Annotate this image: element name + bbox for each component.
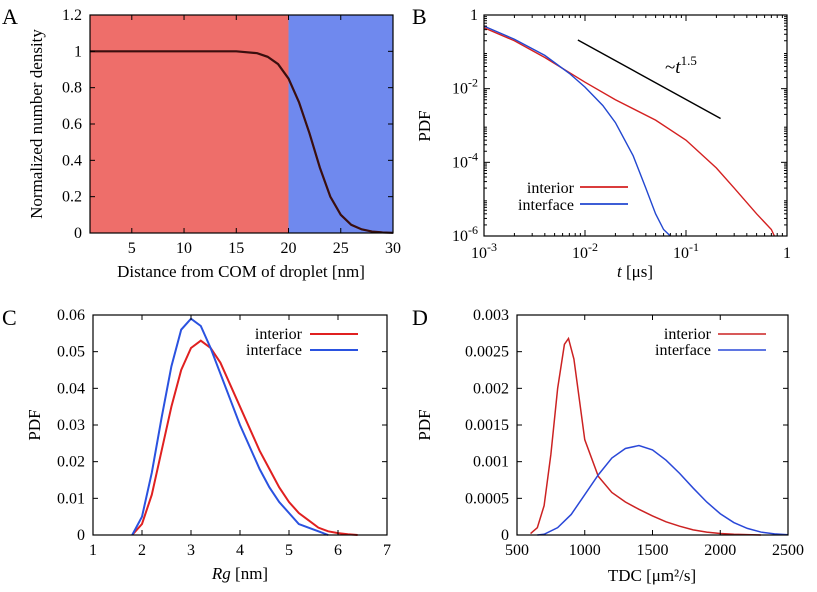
panel-c-xtick-label-2: 3 <box>187 542 195 559</box>
legend-label-interface: interface <box>246 342 302 359</box>
panel-d-ylabel: PDF <box>415 409 434 440</box>
panel-c-xtick-label-5: 6 <box>334 542 342 559</box>
panel-a-ytick-label-2: 0.4 <box>62 152 82 169</box>
panel-d-xtick-label-0: 500 <box>505 542 529 559</box>
panel-d: D 500 1000 1500 2000 2500 0 0.0005 0.001 0.0015 0… <box>412 305 804 585</box>
panel-b-ytick-label-2: 10-4 <box>452 149 478 171</box>
panel-c-ytick-label-4: 0.04 <box>57 380 85 397</box>
panel-c-ytick-label-6: 0.06 <box>57 307 85 324</box>
panel-b-xtick-label-0: 10-3 <box>471 240 497 262</box>
panel-b-frame <box>483 14 788 237</box>
panel-c-legend: interior interface <box>246 326 358 359</box>
panel-d-legend: interior interface <box>655 326 766 359</box>
panel-b-ylabel: PDF <box>415 110 434 141</box>
panel-a-xtick-label-2: 15 <box>228 240 244 257</box>
panel-c-xtick-label-0: 1 <box>89 542 97 559</box>
panel-b-ytick-label-0: 1 <box>470 7 478 24</box>
panel-b-xlabel-unit: [μs] <box>622 262 653 281</box>
panel-c-ytick-label-3: 0.03 <box>57 417 85 434</box>
panel-c-series-interface <box>131 317 329 536</box>
panel-a-xtick-label-0: 5 <box>128 240 136 257</box>
panel-b-ytick-label-3: 10-6 <box>452 223 478 245</box>
panel-d-ytick-label-2: 0.001 <box>473 454 509 471</box>
panel-b-xlabel-var: t <box>617 262 623 281</box>
panel-b-xtick-label-2: 10-1 <box>673 240 699 262</box>
panel-c-ytick-label-0: 0 <box>77 527 85 544</box>
panel-c-xtick-label-1: 2 <box>138 542 146 559</box>
panel-c-letter: C <box>2 305 17 330</box>
panel-c-xlabel-unit: [nm] <box>231 564 268 583</box>
panel-c-ytick-label-1: 0.01 <box>57 490 85 507</box>
panel-d-series-interior <box>530 336 761 536</box>
panel-c-ytick-label-5: 0.05 <box>57 344 85 361</box>
legend-label-interface: interface <box>655 342 711 359</box>
panel-a-series-density <box>90 50 394 234</box>
panel-a-letter: A <box>2 4 18 29</box>
panel-d-letter: D <box>412 305 428 330</box>
panel-d-xtick-label-3: 2000 <box>704 542 736 559</box>
panel-b-letter: B <box>412 4 427 29</box>
panel-a-ytick-label-1: 0.2 <box>62 189 82 206</box>
panel-c: C 1 2 3 4 5 6 7 0 0.01 0.02 0.03 0.04 0.05 0.06 inter… <box>2 305 391 583</box>
panel-a-xlabel: Distance from COM of droplet [nm] <box>117 262 365 281</box>
panel-d-ytick-label-3: 0.0015 <box>465 417 509 434</box>
panel-d-ytick-label-1: 0.0005 <box>465 490 509 507</box>
panel-a-xtick-label-5: 30 <box>385 240 401 257</box>
panel-d-ytick-label-5: 0.0025 <box>465 344 509 361</box>
panel-d-xlabel: TDC [μm²/s] <box>608 566 696 585</box>
panel-a-region-interior <box>90 15 289 233</box>
panel-c-series-interior <box>131 339 358 536</box>
panel-c-xlabel: Rg [nm] <box>211 564 268 583</box>
legend-label-interior: interior <box>527 180 575 197</box>
legend-label-interior: interior <box>255 326 303 343</box>
panel-b-ytick-label-1: 10-2 <box>452 76 478 98</box>
panel-a-ytick-label-4: 0.8 <box>62 80 82 97</box>
panel-b-legend: interior interface <box>518 180 628 214</box>
panel-c-xlabel-var: Rg <box>211 564 231 583</box>
panel-b-series-interior <box>483 27 776 237</box>
panel-a-xtick-label-1: 10 <box>176 240 192 257</box>
slope-exp: 1.5 <box>681 53 697 68</box>
panel-a-ylabel: Normalized number density <box>27 29 46 219</box>
panel-a: A 5 10 15 20 25 30 0 0.2 0.4 0.6 0.8 1 1.2 Distance … <box>2 4 401 281</box>
panel-b-xtick-label-3: 1 <box>783 245 791 262</box>
slope-prefix: ~ <box>665 57 675 78</box>
panel-c-xtick-label-6: 7 <box>383 542 391 559</box>
panel-d-ytick-label-4: 0.002 <box>473 380 509 397</box>
panel-d-xtick-label-4: 2500 <box>772 542 804 559</box>
panel-d-ytick-label-6: 0.003 <box>473 307 509 324</box>
panel-a-xtick-label-4: 25 <box>333 240 349 257</box>
panel-d-frame <box>516 314 789 536</box>
panel-c-ytick-label-2: 0.02 <box>57 454 85 471</box>
panel-c-ylabel: PDF <box>25 409 44 440</box>
panel-d-series-interface <box>537 444 789 536</box>
panel-a-xtick-label-3: 20 <box>281 240 297 257</box>
panel-b-series-interface <box>483 25 671 237</box>
panel-a-ytick-label-6: 1.2 <box>62 7 82 24</box>
panel-d-xtick-label-2: 1500 <box>637 542 669 559</box>
panel-b-xlabel: t [μs] <box>617 262 653 281</box>
panel-a-ytick-label-0: 0 <box>74 225 82 242</box>
panel-c-xtick-label-4: 5 <box>285 542 293 559</box>
panel-d-ytick-label-0: 0 <box>501 527 509 544</box>
panel-b-slope-annotation: ~t1.5 <box>665 53 697 78</box>
panel-b-slope-guide <box>577 39 721 120</box>
panel-d-xtick-label-1: 1000 <box>569 542 601 559</box>
legend-label-interior: interior <box>664 326 712 343</box>
panel-b-xtick-label-1: 10-2 <box>572 240 598 262</box>
panel-a-ytick-label-5: 1 <box>74 43 82 60</box>
panel-a-region-interface <box>288 15 393 233</box>
panel-c-xtick-label-3: 4 <box>236 542 244 559</box>
legend-label-interface: interface <box>518 197 574 214</box>
panel-a-ytick-label-3: 0.6 <box>62 116 82 133</box>
slope-var: t <box>675 57 681 78</box>
